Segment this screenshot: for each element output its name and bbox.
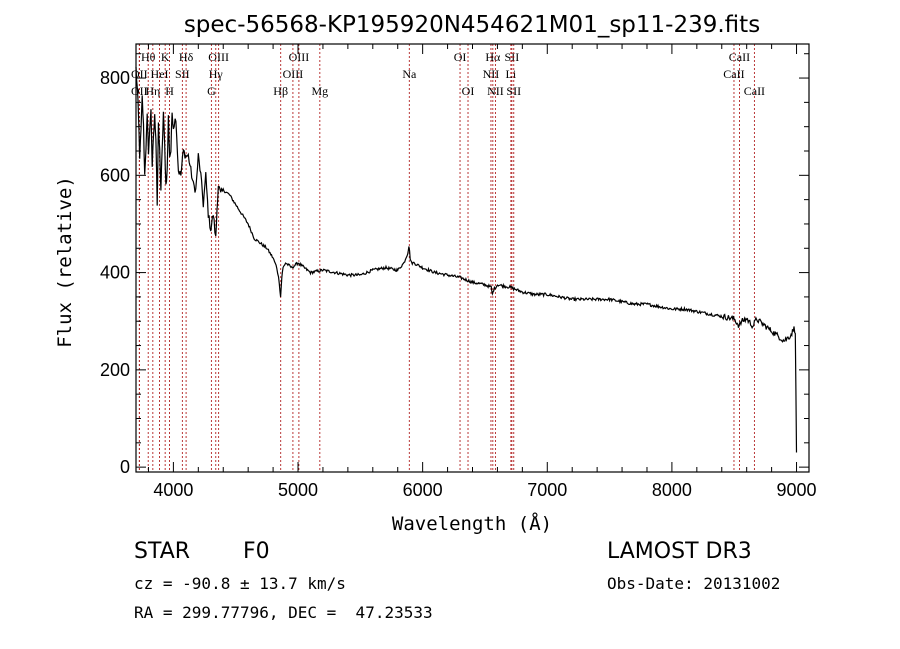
line-marker-label: OIII <box>289 50 310 64</box>
line-marker-label: Hθ <box>141 50 156 64</box>
x-axis-label: Wavelength (Å) <box>392 512 552 535</box>
line-marker-label: CaII <box>744 84 765 98</box>
plot-frame <box>135 43 810 473</box>
x-tick-label: 9000 <box>777 480 817 500</box>
line-marker-label: OIII <box>208 50 229 64</box>
line-marker-label: H <box>165 84 174 98</box>
object-subclass: F0 <box>243 539 270 564</box>
x-tick-label: 5000 <box>278 480 318 500</box>
line-marker-label: HeI <box>151 67 169 81</box>
line-marker-label: G <box>207 84 216 98</box>
line-marker-label: CaII <box>729 50 750 64</box>
line-marker-label: SII <box>505 50 520 64</box>
y-tick-label: 800 <box>100 68 130 88</box>
line-marker-label: Hα <box>485 50 501 64</box>
line-marker-label: Hη <box>145 84 160 98</box>
x-tick-label: 4000 <box>153 480 193 500</box>
chart-title: spec-56568-KP195920N454621M01_sp11-239.f… <box>184 12 760 38</box>
redshift-text: cz = -90.8 ± 13.7 km/s <box>134 574 346 593</box>
y-tick-label: 600 <box>100 165 130 185</box>
axis-ticks: 4000 5000 6000 7000 8000 9000 0 200 400 600 800 <box>100 44 817 500</box>
line-marker-label: SII <box>175 67 190 81</box>
y-axis-label: Flux (relative) <box>54 176 76 348</box>
line-marker-label: NII <box>483 67 500 81</box>
line-marker-label: Na <box>402 67 417 81</box>
line-marker-label: Hγ <box>209 67 224 81</box>
line-marker-label: Hβ <box>273 84 288 98</box>
line-marker-label: SII <box>506 84 521 98</box>
line-marker-label: Hδ <box>179 50 194 64</box>
line-marker-label: OII <box>131 67 148 81</box>
line-marker-label: Mg <box>311 84 328 98</box>
obs-date-text: Obs-Date: 20131002 <box>607 574 781 593</box>
line-marker-label: OII <box>131 84 148 98</box>
line-marker-label: K <box>161 50 170 64</box>
y-tick-label: 0 <box>120 457 130 477</box>
y-tick-label: 400 <box>100 263 130 283</box>
line-marker-label: CaII <box>723 67 744 81</box>
x-tick-label: 8000 <box>652 480 692 500</box>
line-marker-label: Li <box>506 67 517 81</box>
line-marker-label: NII <box>487 84 504 98</box>
coordinates-text: RA = 299.77796, DEC = 47.23533 <box>134 603 433 622</box>
line-marker-label: OI <box>462 84 475 98</box>
survey-name: LAMOST DR3 <box>607 539 752 564</box>
object-class: STAR <box>134 539 191 564</box>
x-tick-label: 7000 <box>527 480 567 500</box>
line-marker-label: OIII <box>283 67 304 81</box>
flux-series-line <box>135 66 798 453</box>
line-marker-label: OI <box>454 50 467 64</box>
x-tick-label: 6000 <box>403 480 443 500</box>
y-tick-label: 200 <box>100 360 130 380</box>
